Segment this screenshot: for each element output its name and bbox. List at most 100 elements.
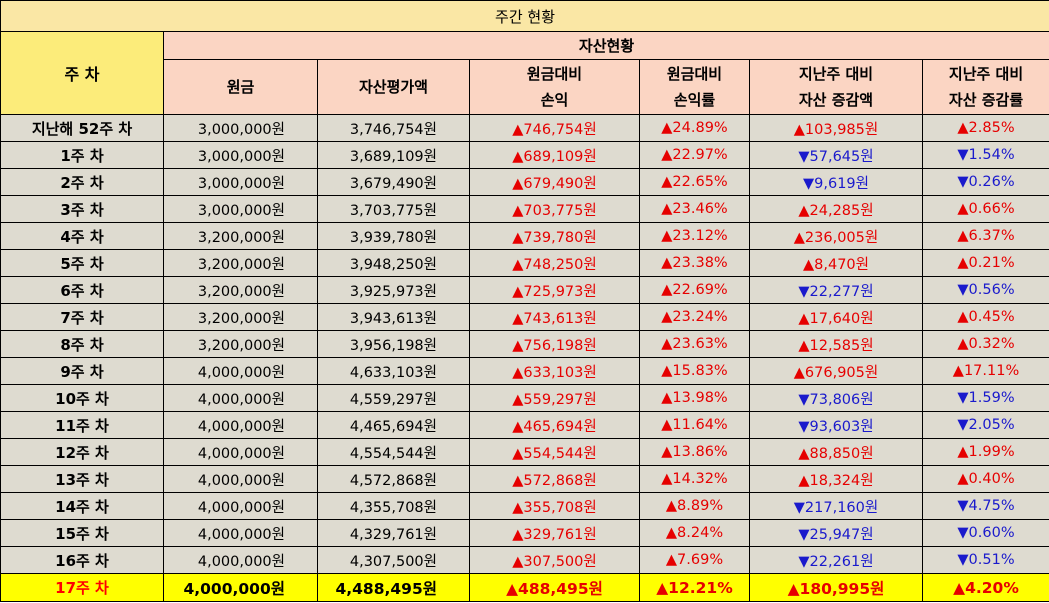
pnl-rate-cell: ▲23.12% xyxy=(639,222,750,250)
weekly-change-cell: ▼25,947원 xyxy=(749,519,923,547)
week-cell: 7주 차 xyxy=(0,303,164,331)
principal-cell: 4,000,000원 xyxy=(163,384,318,412)
weekly-change-cell: ▲8,470원 xyxy=(749,249,923,277)
principal-header: 원금 xyxy=(163,59,318,115)
valuation-header: 자산평가액 xyxy=(317,59,470,115)
weekly-change-rate-cell: ▲0.32% xyxy=(921,330,1049,358)
table-row: 5주 차 3,200,000원 3,948,250원 ▲748,250원 ▲23.38%… xyxy=(0,249,1049,277)
week-cell: 1주 차 xyxy=(0,141,164,169)
pnl-cell: ▲679,490원 xyxy=(469,168,640,196)
weekly-change-cell: ▲88,850원 xyxy=(749,438,923,466)
pnl-rate-cell: ▲13.86% xyxy=(639,438,750,466)
weekly-change-cell: ▼217,160원 xyxy=(749,492,923,520)
table-row: 10주 차 4,000,000원 4,559,297원 ▲559,297원 ▲13.98… xyxy=(0,384,1049,412)
principal-cell: 3,000,000원 xyxy=(163,141,318,169)
weekly-change-cell: ▲103,985원 xyxy=(749,114,923,142)
column-header-row: 원금 자산평가액 원금대비 손익 원금대비 손익률 지난주 대비 자산 증감액 지난주… xyxy=(1,59,1049,115)
week-cell: 11주 차 xyxy=(0,411,164,439)
weekly-change-rate-cell: ▲17.11% xyxy=(921,357,1049,385)
pnl-cell: ▲355,708원 xyxy=(469,492,640,520)
weekly-change-rate-header: 지난주 대비 자산 증감률 xyxy=(921,59,1049,115)
weekly-change-rate-cell: ▲0.40% xyxy=(921,465,1049,493)
valuation-cell: 3,703,775원 xyxy=(317,195,470,223)
weekly-change-cell: ▼93,603원 xyxy=(749,411,923,439)
weekly-change-rate-cell: ▼0.56% xyxy=(921,276,1049,304)
week-cell: 15주 차 xyxy=(0,519,164,547)
pnl-cell: ▲465,694원 xyxy=(469,411,640,439)
pnl-cell: ▲329,761원 xyxy=(469,519,640,547)
table-row: 13주 차 4,000,000원 4,572,868원 ▲572,868원 ▲14.32… xyxy=(0,465,1049,493)
weekly-change-cell: ▲236,005원 xyxy=(749,222,923,250)
pnl-cell: ▲633,103원 xyxy=(469,357,640,385)
table-row: 1주 차 3,000,000원 3,689,109원 ▲689,109원 ▲22.97%… xyxy=(0,141,1049,169)
pnl-rate-cell: ▲15.83% xyxy=(639,357,750,385)
weekly-change-rate-cell: ▲4.20% xyxy=(921,573,1049,602)
valuation-cell: 3,689,109원 xyxy=(317,141,470,169)
principal-cell: 3,200,000원 xyxy=(163,303,318,331)
pnl-rate-cell: ▲22.65% xyxy=(639,168,750,196)
pnl-rate-cell: ▲13.98% xyxy=(639,384,750,412)
table-row: 7주 차 3,200,000원 3,943,613원 ▲743,613원 ▲23.24%… xyxy=(0,303,1049,331)
weekly-change-cell: ▼22,277원 xyxy=(749,276,923,304)
pnl-cell: ▲572,868원 xyxy=(469,465,640,493)
pnl-rate-cell: ▲8.24% xyxy=(639,519,750,547)
pnl-cell: ▲689,109원 xyxy=(469,141,640,169)
week-cell: 3주 차 xyxy=(0,195,164,223)
week-cell: 12주 차 xyxy=(0,438,164,466)
weekly-change-rate-cell: ▼4.75% xyxy=(921,492,1049,520)
principal-cell: 3,200,000원 xyxy=(163,222,318,250)
principal-cell: 3,200,000원 xyxy=(163,330,318,358)
principal-cell: 4,000,000원 xyxy=(163,492,318,520)
weekly-change-cell: ▲676,905원 xyxy=(749,357,923,385)
table-row: 12주 차 4,000,000원 4,554,544원 ▲554,544원 ▲13.86… xyxy=(0,438,1049,466)
pnl-cell: ▲307,500원 xyxy=(469,546,640,574)
pnl-cell: ▲559,297원 xyxy=(469,384,640,412)
pnl-rate-cell: ▲23.38% xyxy=(639,249,750,277)
week-cell: 6주 차 xyxy=(0,276,164,304)
principal-cell: 4,000,000원 xyxy=(163,546,318,574)
valuation-cell: 4,355,708원 xyxy=(317,492,470,520)
pnl-rate-cell: ▲7.69% xyxy=(639,546,750,574)
week-cell: 17주 차 xyxy=(0,573,164,602)
table-row: 2주 차 3,000,000원 3,679,490원 ▲679,490원 ▲22.65%… xyxy=(0,168,1049,196)
week-cell: 4주 차 xyxy=(0,222,164,250)
pnl-rate-cell: ▲23.63% xyxy=(639,330,750,358)
table-row: 9주 차 4,000,000원 4,633,103원 ▲633,103원 ▲15.83%… xyxy=(0,357,1049,385)
table-title: 주간 현황 xyxy=(0,0,1049,32)
table-row: 17주 차 4,000,000원 4,488,495원 ▲488,495원 ▲12.21… xyxy=(0,573,1049,602)
pnl-cell: ▲748,250원 xyxy=(469,249,640,277)
principal-cell: 3,200,000원 xyxy=(163,276,318,304)
valuation-cell: 3,939,780원 xyxy=(317,222,470,250)
weekly-change-rate-cell: ▼0.60% xyxy=(921,519,1049,547)
weekly-change-rate-cell: ▼2.05% xyxy=(921,411,1049,439)
weekly-change-cell: ▼9,619원 xyxy=(749,168,923,196)
weekly-change-cell: ▼22,261원 xyxy=(749,546,923,574)
valuation-cell: 3,948,250원 xyxy=(317,249,470,277)
principal-cell: 4,000,000원 xyxy=(163,411,318,439)
week-cell: 5주 차 xyxy=(0,249,164,277)
weekly-change-rate-cell: ▲0.66% xyxy=(921,195,1049,223)
pnl-rate-cell: ▲12.21% xyxy=(639,573,750,602)
weekly-change-rate-cell: ▼0.26% xyxy=(921,168,1049,196)
week-cell: 14주 차 xyxy=(0,492,164,520)
weekly-change-header: 지난주 대비 자산 증감액 xyxy=(749,59,923,115)
pnl-rate-cell: ▲22.97% xyxy=(639,141,750,169)
valuation-cell: 3,925,973원 xyxy=(317,276,470,304)
valuation-cell: 3,679,490원 xyxy=(317,168,470,196)
principal-cell: 3,000,000원 xyxy=(163,195,318,223)
weekly-change-cell: ▲180,995원 xyxy=(749,573,923,602)
weekly-change-cell: ▲18,324원 xyxy=(749,465,923,493)
week-cell: 16주 차 xyxy=(0,546,164,574)
principal-cell: 4,000,000원 xyxy=(163,519,318,547)
week-cell: 9주 차 xyxy=(0,357,164,385)
valuation-cell: 3,956,198원 xyxy=(317,330,470,358)
table-row: 지난해 52주 차 3,000,000원 3,746,754원 ▲746,754원 ▲2… xyxy=(0,114,1049,142)
pnl-rate-cell: ▲23.46% xyxy=(639,195,750,223)
week-cell: 10주 차 xyxy=(0,384,164,412)
pnl-header: 원금대비 손익 xyxy=(469,59,640,115)
week-column-header: 주 차 xyxy=(0,31,164,115)
week-cell: 지난해 52주 차 xyxy=(0,114,164,142)
valuation-cell: 4,572,868원 xyxy=(317,465,470,493)
pnl-cell: ▲703,775원 xyxy=(469,195,640,223)
table-body: 지난해 52주 차 3,000,000원 3,746,754원 ▲746,754원 ▲2… xyxy=(0,114,1049,602)
